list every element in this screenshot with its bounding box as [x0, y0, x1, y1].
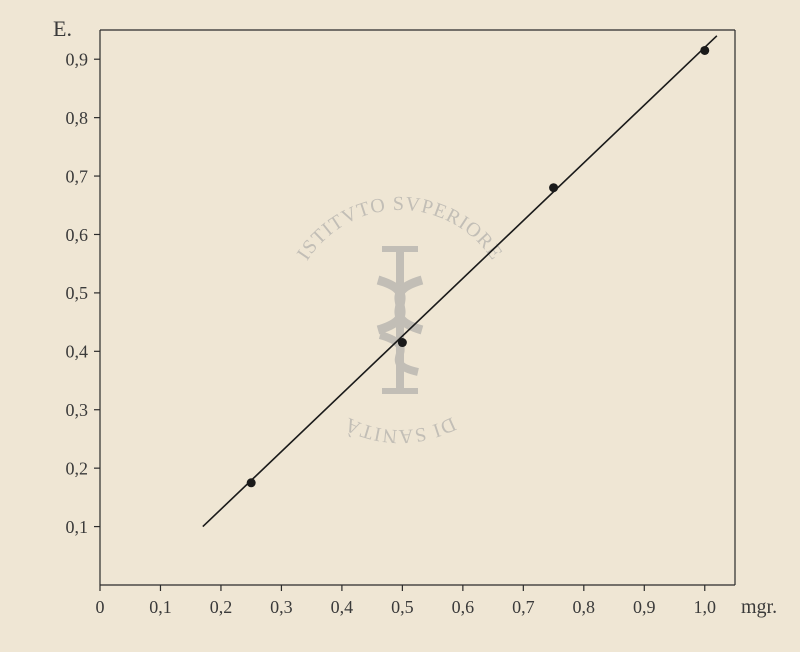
data-point [247, 478, 256, 487]
page-root: ISTITVTO SVPERIOREDI SANITÀ00,10,20,30,4… [0, 0, 800, 652]
x-tick-label: 0,9 [633, 597, 656, 617]
y-tick-label: 0,9 [66, 50, 89, 70]
y-tick-label: 0,6 [66, 225, 89, 245]
x-tick-label: 0,1 [149, 597, 172, 617]
y-tick-label: 0,4 [66, 342, 89, 362]
calibration-chart: ISTITVTO SVPERIOREDI SANITÀ00,10,20,30,4… [0, 0, 800, 652]
x-tick-label: 0,4 [331, 597, 354, 617]
x-tick-label: 0,8 [573, 597, 596, 617]
x-axis-label: mgr. [741, 596, 777, 618]
x-tick-label: 0 [96, 597, 105, 617]
x-tick-label: 0,7 [512, 597, 535, 617]
x-tick-label: 0,5 [391, 597, 414, 617]
y-tick-label: 0,1 [66, 517, 89, 537]
x-tick-label: 1,0 [694, 597, 717, 617]
x-tick-label: 0,6 [452, 597, 475, 617]
data-point [700, 46, 709, 55]
y-tick-label: 0,8 [66, 108, 89, 128]
data-point [549, 183, 558, 192]
y-tick-label: 0,5 [66, 283, 89, 303]
y-tick-label: 0,2 [66, 458, 89, 478]
x-tick-label: 0,3 [270, 597, 293, 617]
y-tick-label: 0,7 [66, 166, 89, 186]
x-tick-label: 0,2 [210, 597, 233, 617]
y-axis-label: E. [53, 16, 72, 41]
data-point [398, 338, 407, 347]
y-tick-label: 0,3 [66, 400, 89, 420]
